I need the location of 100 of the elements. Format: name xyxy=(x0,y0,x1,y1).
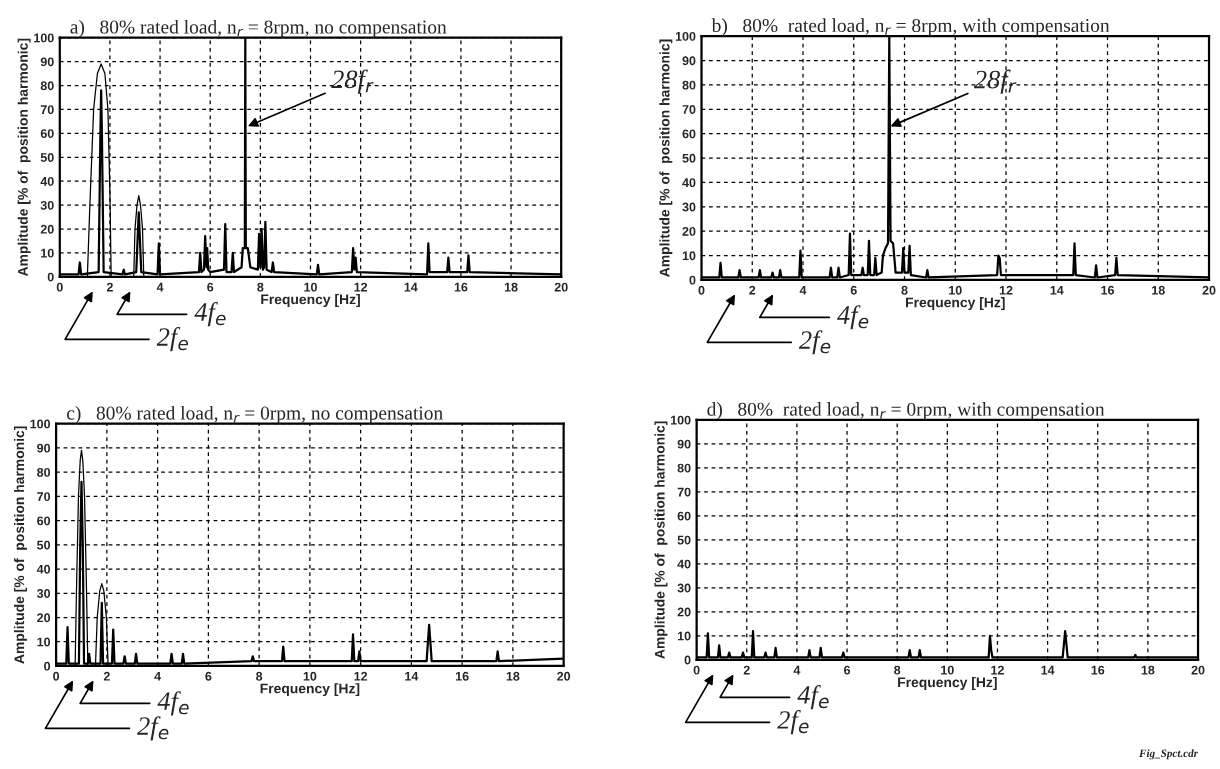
y-tick-label: 100 xyxy=(671,415,691,425)
chart-title: a) 80% rated load, n$_{r}$ = 8rpm, no compensation xyxy=(70,19,447,38)
x-tick-label: 6 xyxy=(850,285,857,295)
x-tick-label: 8 xyxy=(256,671,263,681)
x-axis-title: Frequency [Hz] xyxy=(898,677,997,690)
y-tick-label: 90 xyxy=(40,57,54,67)
y-tick-label: 80 xyxy=(40,81,54,91)
y-tick-label: 80 xyxy=(677,463,691,473)
y-tick-label: 100 xyxy=(34,33,54,43)
x-tick-label: 12 xyxy=(999,285,1013,295)
x-tick-label: 6 xyxy=(205,671,212,681)
x-tick-label: 2 xyxy=(749,285,756,295)
x-tick-label: 16 xyxy=(1101,285,1115,295)
x-tick-label: 0 xyxy=(56,282,63,292)
x-tick-label: 8 xyxy=(257,282,264,292)
y-tick-label: 80 xyxy=(682,80,696,90)
x-tick-label: 2 xyxy=(103,671,110,681)
y-tick-label: 70 xyxy=(677,487,691,497)
y-tick-label: 60 xyxy=(37,516,51,526)
x-tick-label: 10 xyxy=(303,671,317,681)
y-tick-label: 100 xyxy=(675,31,696,41)
x-tick-label: 12 xyxy=(991,665,1004,675)
x-tick-label: 20 xyxy=(557,671,571,681)
y-tick-label: 50 xyxy=(40,153,54,162)
y-tick-label: 80 xyxy=(37,467,51,477)
x-tick-label: 18 xyxy=(504,282,518,292)
x-tick-label: 10 xyxy=(304,282,317,292)
x-tick-label: 8 xyxy=(901,285,908,295)
y-tick-label: 0 xyxy=(684,655,691,665)
annotation: 2f$_{e}$ xyxy=(798,330,831,355)
x-tick-label: 8 xyxy=(894,665,901,675)
y-tick-label: 40 xyxy=(36,564,51,574)
x-tick-label: 18 xyxy=(506,671,520,681)
x-tick-label: 14 xyxy=(405,671,419,681)
y-tick-label: 50 xyxy=(682,153,696,163)
annotation: 4f$_{e}$ xyxy=(194,302,226,327)
y-tick-label: 60 xyxy=(40,129,54,138)
x-tick-label: 18 xyxy=(1152,285,1165,295)
annotation: 2f$_{e}$ xyxy=(137,716,169,741)
annotation: 28f$_{r}$ xyxy=(331,69,374,94)
y-tick-label: 70 xyxy=(40,105,54,115)
annotation: 4f$_{e}$ xyxy=(157,691,189,716)
chart-title: c) 80% rated load, n$_{r}$ = 0rpm, no compensation xyxy=(67,405,443,424)
x-tick-label: 6 xyxy=(207,282,214,292)
y-tick-label: 30 xyxy=(677,583,691,593)
x-tick-label: 10 xyxy=(941,665,954,675)
y-axis-title: Amplitude [% of position harmonic] xyxy=(13,426,27,664)
y-tick-label: 100 xyxy=(30,419,51,429)
x-tick-label: 14 xyxy=(404,282,418,292)
x-tick-label: 16 xyxy=(454,282,468,292)
y-axis-title: Amplitude [% of position harmonic] xyxy=(17,38,31,277)
y-tick-label: 40 xyxy=(677,559,691,569)
x-tick-label: 6 xyxy=(844,665,851,675)
y-tick-label: 50 xyxy=(37,540,51,550)
x-tick-label: 20 xyxy=(554,282,568,292)
y-tick-label: 30 xyxy=(40,200,54,210)
x-tick-label: 0 xyxy=(698,285,705,295)
x-tick-label: 16 xyxy=(1091,665,1105,675)
x-tick-label: 18 xyxy=(1141,665,1155,675)
x-axis-title: Frequency [Hz] xyxy=(906,297,1005,311)
y-axis-title: Amplitude [% of position harmonic] xyxy=(659,39,673,277)
x-axis-title: Frequency [Hz] xyxy=(261,294,360,307)
x-tick-label: 16 xyxy=(455,671,469,681)
y-tick-label: 0 xyxy=(689,275,696,285)
y-tick-label: 90 xyxy=(677,439,691,449)
y-tick-label: 20 xyxy=(40,224,54,234)
x-tick-label: 12 xyxy=(354,671,368,681)
x-tick-label: 4 xyxy=(793,665,801,675)
x-tick-label: 4 xyxy=(799,285,807,295)
y-tick-label: 30 xyxy=(682,202,696,212)
y-tick-label: 10 xyxy=(682,251,696,261)
x-tick-label: 20 xyxy=(1191,665,1205,675)
annotation: 4f$_{e}$ xyxy=(837,305,869,330)
y-tick-label: 20 xyxy=(677,607,691,617)
text: Fig_Spct.cdr xyxy=(1139,749,1199,760)
annotation: 28f$_{r}$ xyxy=(973,69,1017,94)
y-tick-label: 90 xyxy=(682,56,696,66)
x-tick-label: 14 xyxy=(1041,665,1055,675)
y-tick-label: 20 xyxy=(682,226,696,236)
chart-title: b) 80% rated load, n$_{r}$ = 8rpm, with compensation xyxy=(711,18,1110,36)
y-tick-label: 70 xyxy=(37,492,51,502)
y-axis-title: Amplitude [% of position harmonic] xyxy=(654,421,668,659)
x-tick-label: 2 xyxy=(106,282,113,292)
y-tick-label: 10 xyxy=(677,631,691,641)
x-tick-label: 2 xyxy=(743,665,750,675)
y-tick-label: 0 xyxy=(47,272,54,282)
y-tick-label: 40 xyxy=(682,178,696,188)
x-tick-label: 14 xyxy=(1050,285,1064,295)
x-tick-label: 20 xyxy=(1202,285,1216,295)
x-tick-label: 4 xyxy=(156,282,164,292)
x-tick-label: 12 xyxy=(354,282,368,292)
y-tick-label: 10 xyxy=(41,248,54,258)
y-tick-label: 70 xyxy=(682,105,696,114)
y-tick-label: 40 xyxy=(40,176,54,186)
y-tick-label: 30 xyxy=(36,589,51,598)
y-tick-label: 50 xyxy=(677,535,691,545)
x-tick-label: 10 xyxy=(949,285,962,295)
annotation: 2f$_{e}$ xyxy=(777,710,809,735)
annotation: 4f$_{e}$ xyxy=(797,685,829,710)
x-tick-label: 4 xyxy=(154,671,162,681)
